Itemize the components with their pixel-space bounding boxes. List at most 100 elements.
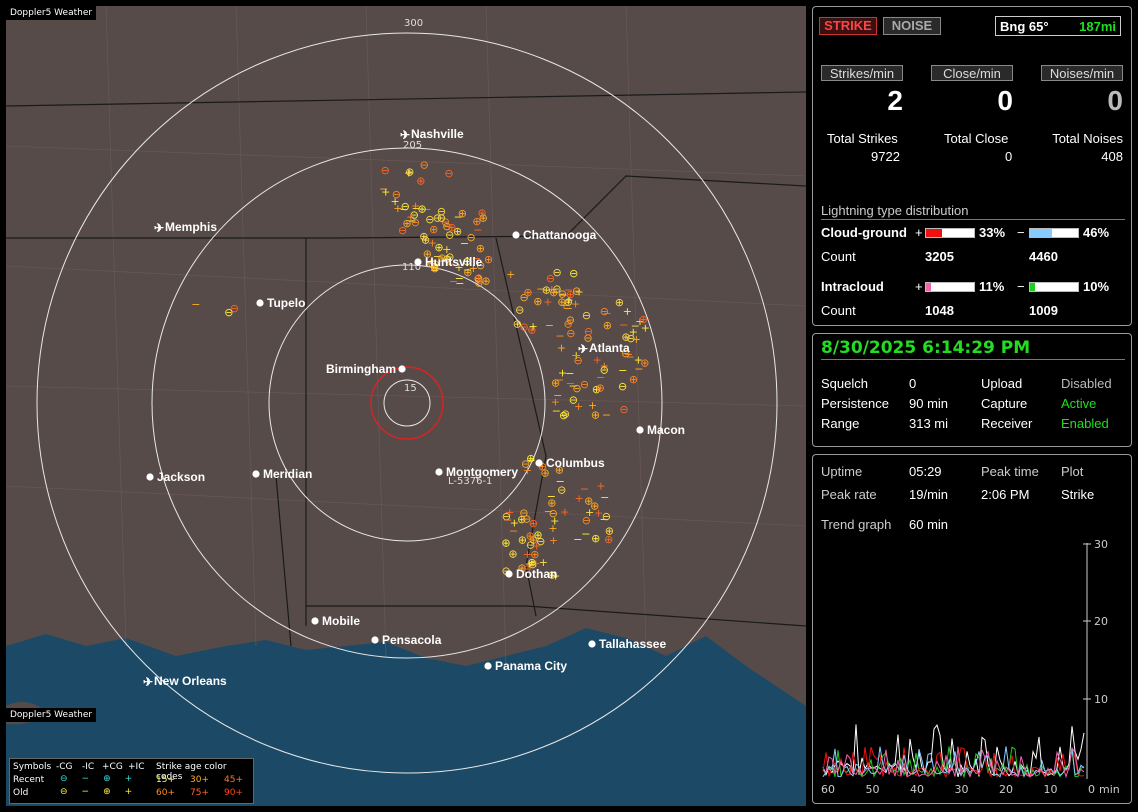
strike-symbol: ⊖ [441,215,450,228]
strike-symbol: ⊖ [536,535,545,548]
ic-label: Intracloud [821,279,884,294]
city-marker: ✈ Atlanta [578,341,630,356]
noise-button[interactable]: NOISE [883,17,941,35]
strike-symbol: ⊖ [230,302,239,315]
strike-symbol: − [536,282,545,295]
strike-symbol: + [557,341,566,354]
strike-symbol: ⊖ [502,564,511,577]
x-tick-label: 20 [999,783,1013,796]
city-dot-icon [371,636,379,644]
strike-symbol: ⊕ [615,296,624,309]
strike-symbol: − [400,203,409,216]
strike-symbol: ⊕ [421,234,430,247]
strike-symbol: + [506,268,515,281]
strike-symbol: + [588,399,597,412]
strike-symbol: − [573,533,582,546]
strike-symbol: ⊕ [584,494,593,507]
city-label: Huntsville [425,255,483,269]
strike-symbol: ⊖ [602,510,611,523]
strike-symbol: ⊕ [526,452,535,465]
ic-minus: − [1017,279,1025,294]
strike-symbol: ⊕ [523,286,532,299]
strike-symbol: + [525,558,534,571]
strike-symbol: ⊖ [381,164,390,177]
cg-positive-bar [925,228,975,238]
strike-symbol: ⊕ [527,556,536,569]
strike-symbol: + [560,506,569,519]
strike-symbol: + [634,354,643,367]
city-label: Dothan [516,567,557,581]
status-key: Squelch [821,376,868,391]
legend-col-pos-ic: +IC [128,762,145,772]
strike-symbol: − [547,490,556,503]
strike-symbol: ⊕ [621,330,630,343]
strike-symbol: − [460,237,469,250]
strike-symbol: − [555,330,564,343]
city-label: Montgomery [446,465,518,479]
strike-symbol: − [412,202,421,215]
total-noises-label: Total Noises [1052,131,1123,146]
strike-symbol: − [602,409,611,422]
ic-negative-pct: 10% [1083,279,1110,294]
ic-positive-bar [925,282,975,292]
strike-symbol: − [634,363,643,376]
range-ring-label: 300 [404,18,423,29]
strike-symbol: ⊕ [527,324,536,337]
x-tick-label: 30 [955,783,969,796]
strike-symbol: ⊕ [474,271,483,284]
city-marker: Chattanooga [512,228,597,242]
strike-symbol: + [549,534,558,547]
strike-symbol: ⊕ [533,295,542,308]
strike-symbol: ⊕ [604,533,613,546]
legend-recent-age-2: 30+ [190,775,209,785]
strike-symbol: − [569,380,578,393]
strike-symbol: ⊖ [569,267,578,280]
city-label: Memphis [165,220,217,234]
strike-symbol: + [632,333,641,346]
strike-symbol: ⊖ [515,303,524,316]
strike-symbol: ⊕ [478,207,487,220]
strike-symbol: − [526,454,535,467]
strike-symbol: ⊕ [541,466,550,479]
ic-positive-pct: 11% [979,279,1005,294]
strike-symbol: + [551,570,560,583]
airport-icon: ✈ [400,128,410,142]
strike-symbol: + [574,400,583,413]
plot-value[interactable]: Strike [1061,487,1095,502]
strike-symbol: ⊖ [467,231,476,244]
total-noises-value: 408 [1101,149,1123,164]
strike-symbol: ⊖ [520,291,529,304]
strike-symbol: ⊕ [517,561,526,574]
city-dot-icon [435,468,443,476]
strike-symbol: − [545,319,554,332]
stats-panel: STRIKE NOISE Bng 65° 187mi Strikes/min C… [812,6,1132,326]
cg-negative-pct: 46% [1083,225,1110,240]
strike-symbol: ⊕ [591,409,600,422]
cg-plus: + [915,225,923,240]
strike-symbol: + [629,326,638,339]
ic-negative-bar [1029,282,1079,292]
ic-positive-count: 1048 [925,303,954,318]
city-dot-icon [398,365,406,373]
strike-symbol: ⊖ [580,378,589,391]
strike-symbol: ⊖ [559,409,568,422]
strike-symbol: ⊖ [433,212,442,225]
strike-button[interactable]: STRIKE [819,17,877,35]
trend-series-line [822,746,1085,778]
lightning-map[interactable]: 300 205 110 15 ⊖ + − ⊖ ⊖ − ⊖ ⊖ + + ⊖ + − ⊕ ⊖ − ⊕ + ⊖ ⊕ − ⊕ + ⊖ ⊖ ⊖ ⊕ ⊕… [6,6,806,806]
city-label: Chattanooga [523,228,597,242]
total-close-value: 0 [1005,149,1013,164]
strike-symbol: − [553,389,562,402]
strike-symbol: ⊕ [530,548,539,561]
peak-time-value: 2:06 PM [981,487,1030,502]
cg-negative-bar [1029,228,1079,238]
strike-symbol: ⊕ [484,253,493,266]
strike-symbol: ⊖ [411,216,420,229]
city-marker: Pensacola [371,633,442,647]
status-flag: Disabled [1061,376,1112,391]
strike-symbol: + [543,296,552,309]
strike-symbol: + [641,321,650,334]
strike-symbol: + [593,354,602,367]
strike-symbol: − [556,475,565,488]
strike-symbol: ⊖ [410,209,419,222]
